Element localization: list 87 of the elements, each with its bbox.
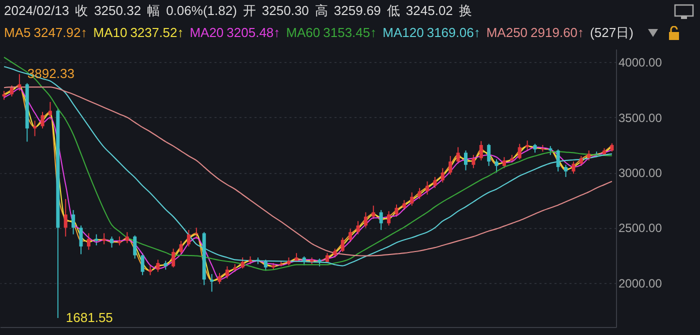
candlestick: [10, 84, 14, 97]
candlestick: [587, 150, 591, 161]
candlestick: [518, 143, 522, 160]
text: MA60: [286, 25, 320, 40]
text: 3245.02: [406, 3, 453, 18]
candlestick: [86, 232, 90, 250]
candlestick: [372, 205, 376, 220]
candlestick: [464, 150, 468, 171]
text: 2919.60↑: [530, 25, 584, 40]
candlestick: [194, 227, 198, 240]
y-tick-label: 2000.00: [618, 276, 662, 290]
candlestick: [264, 259, 268, 272]
candlestick: [79, 225, 83, 255]
y-tick-label: 3000.00: [618, 166, 662, 180]
candlestick: [156, 259, 160, 272]
text: MA20: [190, 25, 224, 40]
candlestick: [394, 204, 398, 218]
y-tick-label: 3500.00: [618, 110, 662, 125]
candlestick: [94, 234, 98, 246]
candlestick: [564, 164, 568, 178]
candlestick: [448, 156, 452, 176]
text: 3250.32: [94, 3, 142, 18]
candlestick: [110, 236, 114, 248]
candlestick: [526, 140, 530, 151]
annotation: 3892.33: [27, 66, 74, 82]
candlestick: [210, 274, 214, 292]
text: 3247.92↑: [34, 25, 88, 40]
candlestick: [456, 146, 460, 164]
candlestick: [179, 240, 183, 255]
text: 3259.69: [334, 3, 381, 18]
text: 3153.45↑: [323, 25, 377, 40]
text: 3205.48↑: [226, 25, 280, 40]
candlestick: [133, 234, 137, 260]
text: 幅: [147, 3, 160, 18]
candlestick: [218, 272, 222, 284]
candlestick: [186, 229, 190, 247]
candlestick: [402, 200, 406, 211]
candlestick: [556, 148, 560, 172]
text: 低: [386, 3, 400, 18]
candlestick: [479, 140, 483, 161]
text: 开: [242, 3, 256, 18]
candlestick: [426, 180, 430, 196]
text: (527日): [590, 25, 634, 40]
text: 0.06%(1.82): [166, 3, 237, 18]
text: 高: [314, 3, 328, 18]
candlestick: [387, 210, 391, 226]
candlestick: [472, 154, 476, 169]
candlestick: [433, 176, 437, 188]
candlestick: [410, 192, 414, 206]
candlestick: [148, 264, 152, 276]
text: MA10: [93, 25, 128, 40]
candlestick: [18, 74, 22, 92]
candlestick: [225, 266, 229, 279]
candlestick: [494, 158, 498, 174]
candlestick: [348, 228, 352, 243]
candlestick: [48, 101, 52, 120]
candlestick: [579, 156, 583, 166]
text: 收: [75, 3, 88, 18]
candlestick: [64, 198, 68, 238]
candlestick: [379, 210, 383, 230]
candlestick: [502, 156, 506, 169]
candlestick: [418, 188, 422, 200]
candlestick: [172, 248, 176, 268]
candlestick: [240, 257, 244, 270]
text: MA250: [486, 25, 528, 40]
candlestick: [102, 232, 106, 245]
candlestick: [440, 168, 444, 183]
text: MA5: [4, 25, 31, 40]
candlestick: [356, 220, 360, 235]
y-tick-label: 2500.00: [618, 221, 662, 236]
y-tick-label: 4000.00: [618, 56, 662, 70]
text: 2024/02/13: [4, 3, 70, 18]
annotation: 1681.55: [66, 310, 113, 326]
text: 换: [458, 3, 472, 18]
candlestick: [140, 252, 144, 276]
candlestick: [340, 237, 344, 252]
text: 3237.52↑: [130, 25, 184, 40]
candlestick: [33, 120, 37, 137]
candlestick: [72, 210, 76, 235]
candlestick: [125, 232, 129, 244]
text: MA120: [382, 25, 424, 40]
text: 3169.06↑: [426, 25, 480, 40]
text: 3250.30: [262, 3, 309, 18]
candlestick: [572, 161, 576, 174]
candlestick: [40, 111, 44, 129]
candlestick: [487, 143, 491, 166]
candlestick: [364, 212, 368, 228]
